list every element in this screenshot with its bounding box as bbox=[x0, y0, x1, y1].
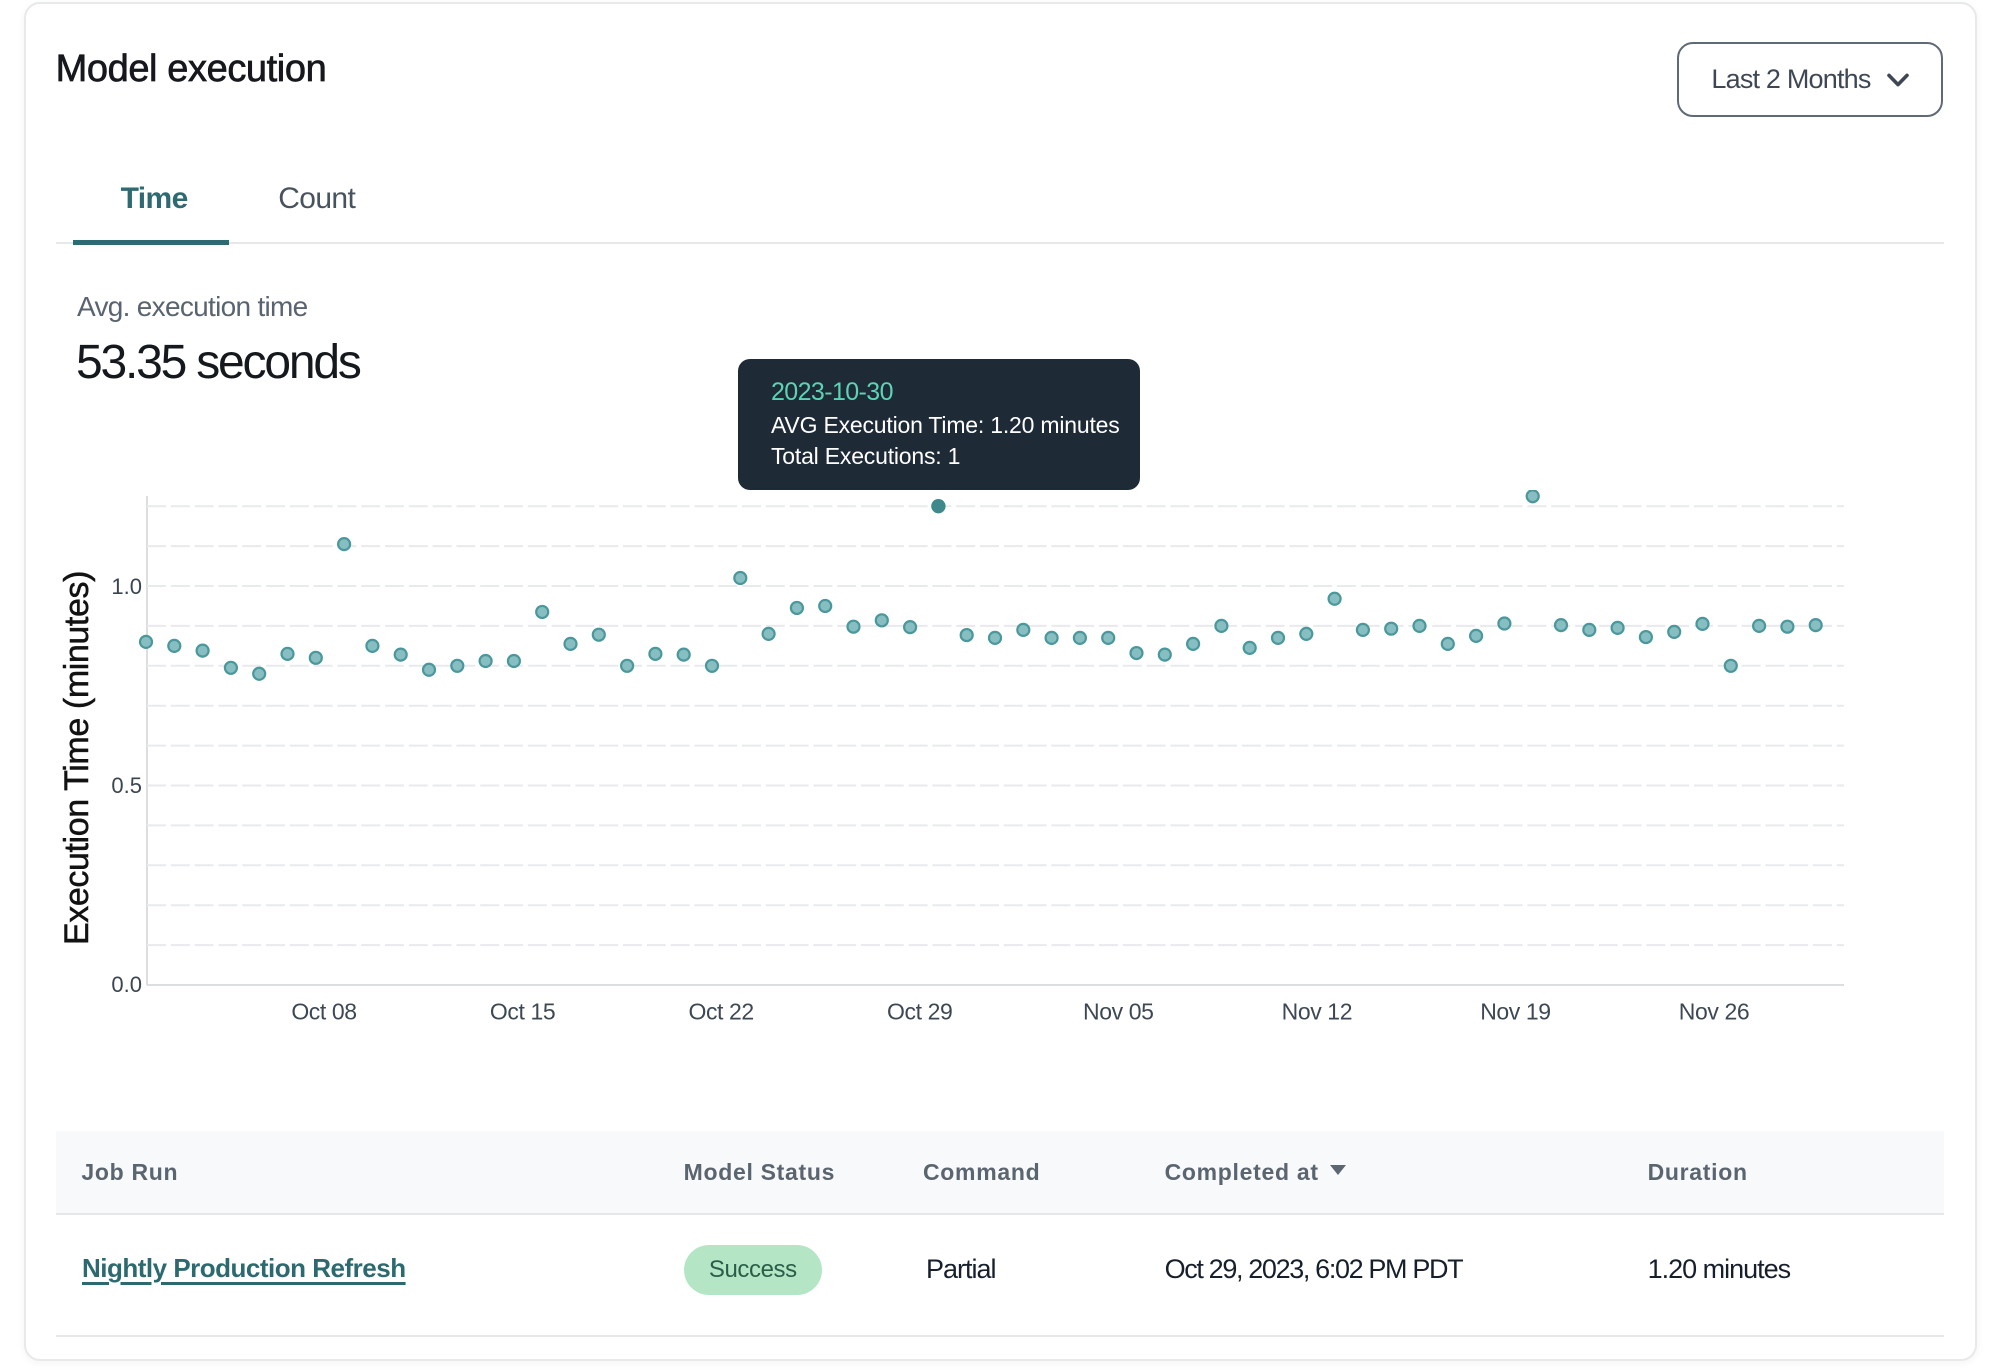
svg-text:Nov 26: Nov 26 bbox=[1679, 999, 1749, 1025]
svg-text:Nov 19: Nov 19 bbox=[1480, 999, 1550, 1025]
svg-text:Oct 08: Oct 08 bbox=[291, 999, 356, 1025]
svg-text:Nov 05: Nov 05 bbox=[1083, 999, 1153, 1025]
svg-text:Oct 29: Oct 29 bbox=[887, 999, 952, 1025]
svg-text:Nov 12: Nov 12 bbox=[1282, 999, 1352, 1025]
svg-text:Oct 15: Oct 15 bbox=[490, 999, 555, 1025]
svg-text:Oct 22: Oct 22 bbox=[688, 999, 753, 1025]
